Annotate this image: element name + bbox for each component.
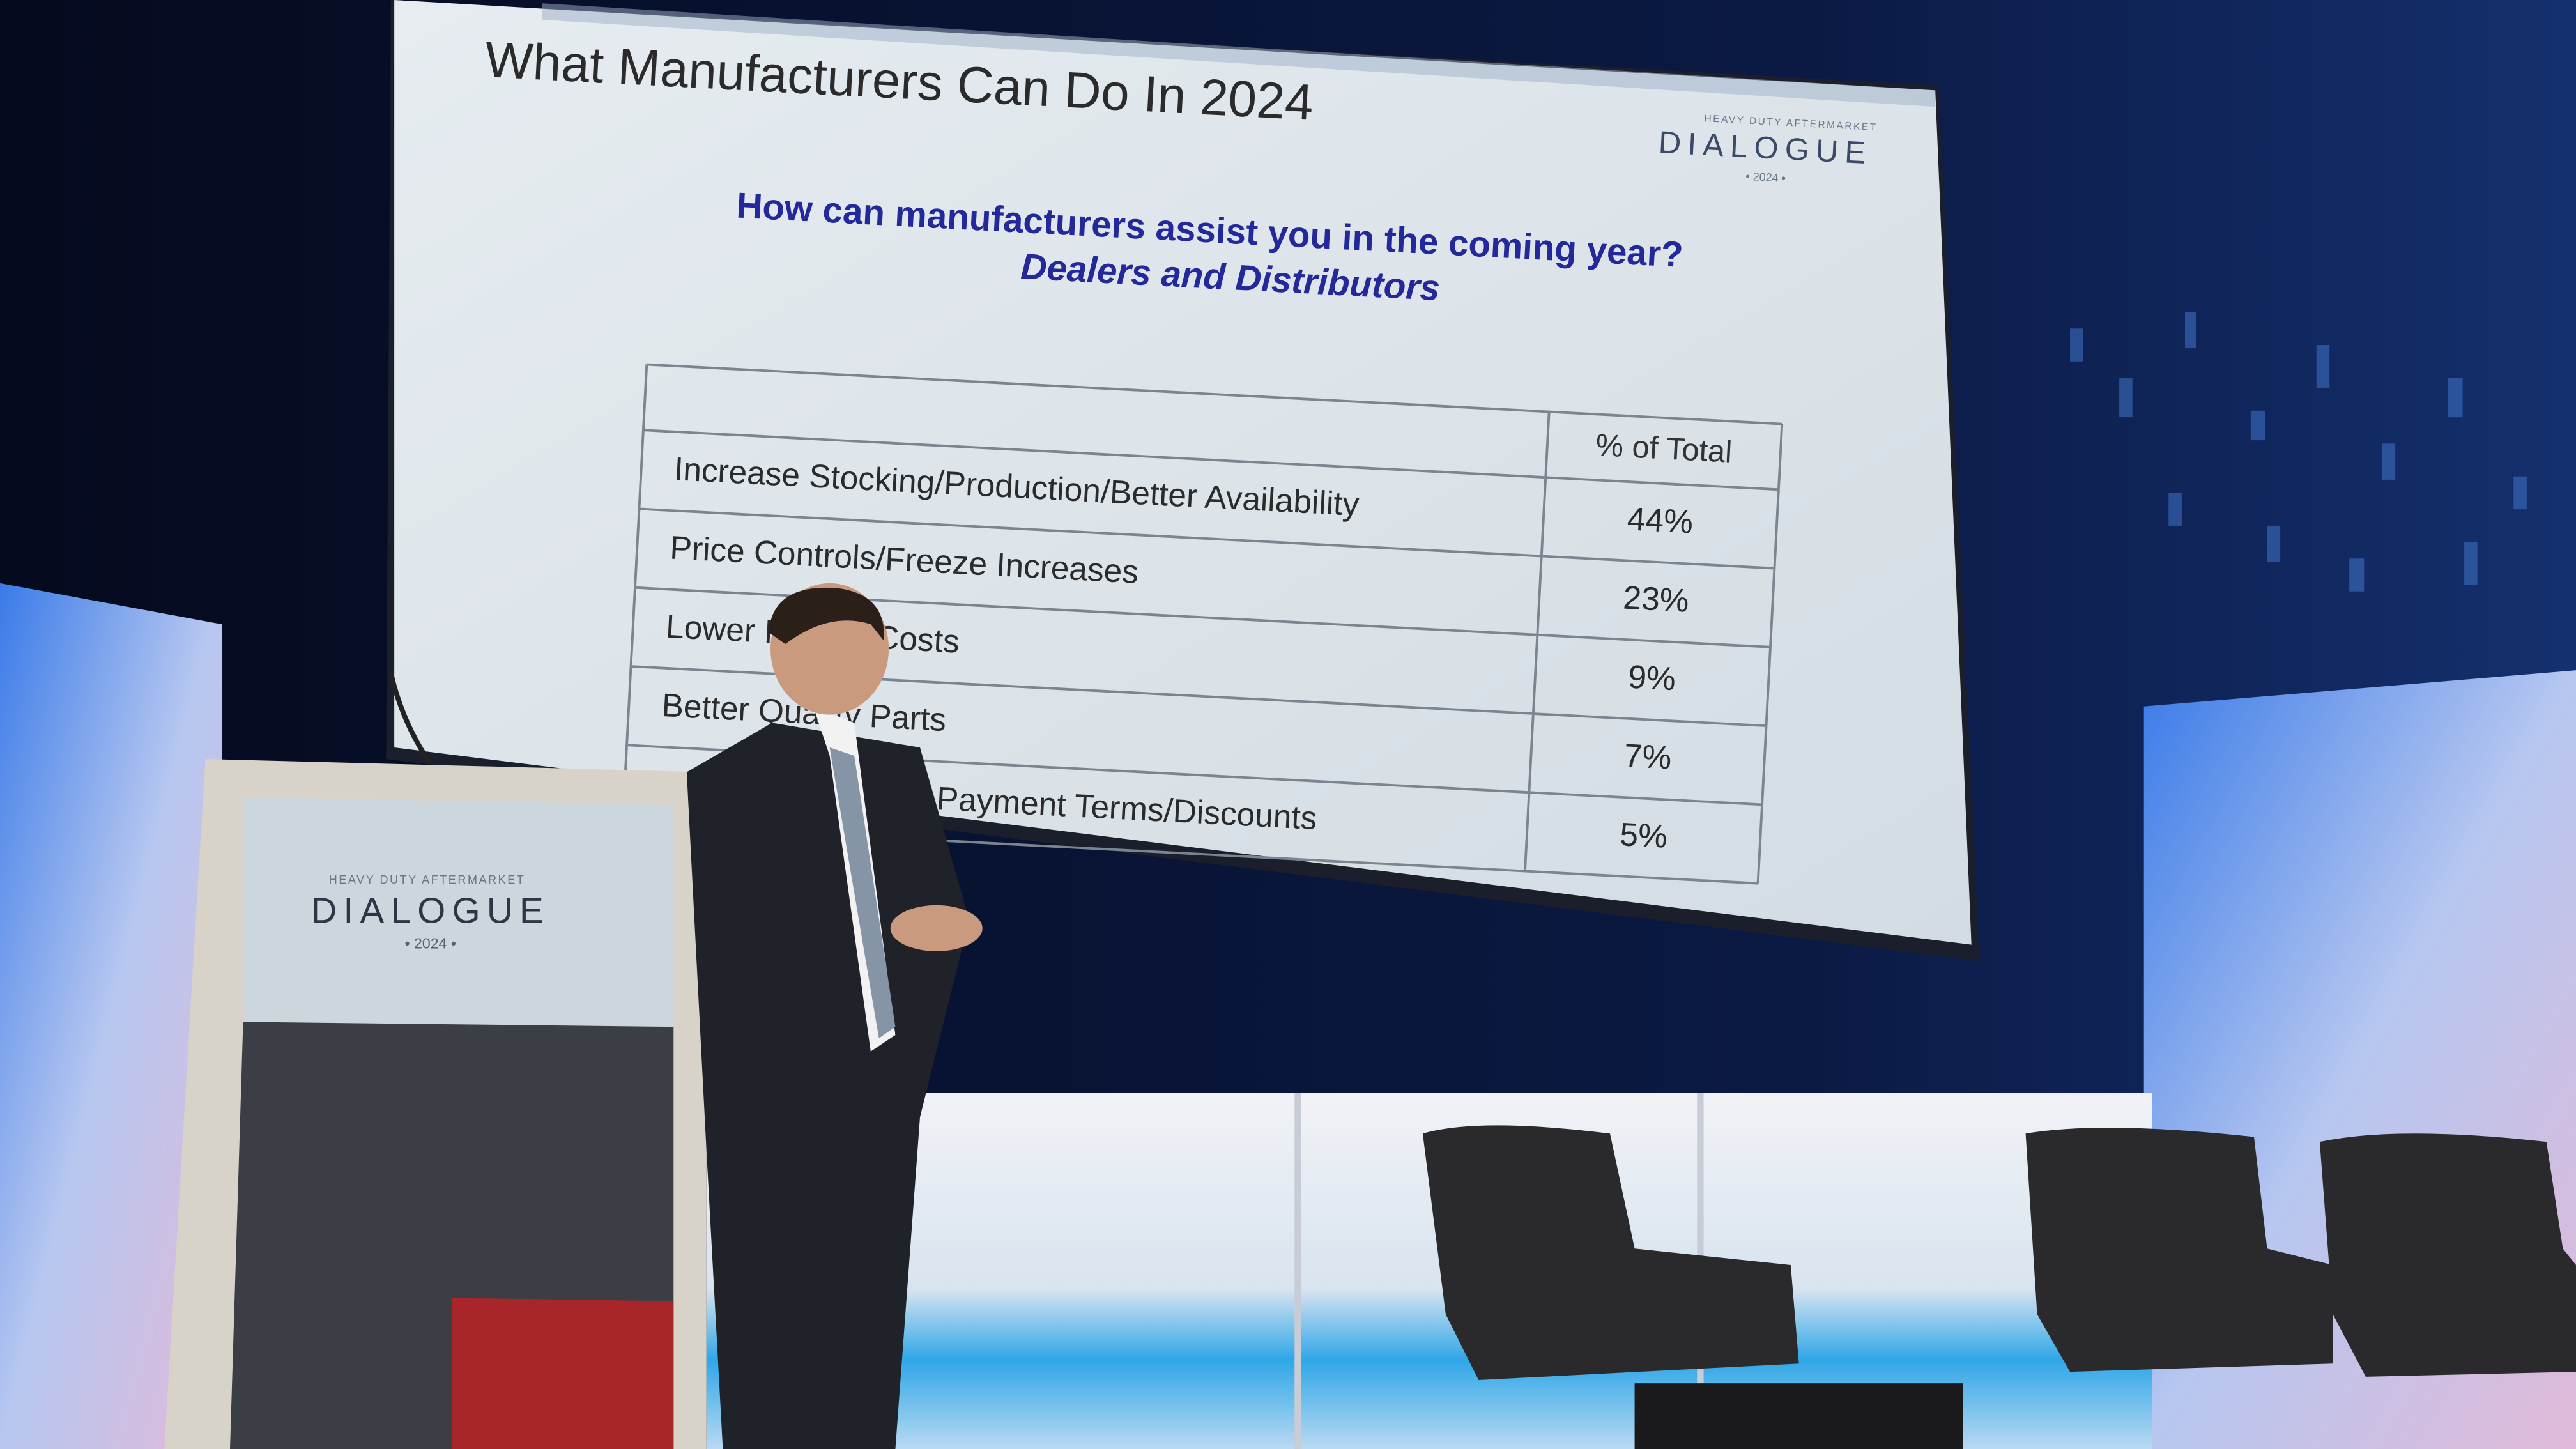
table-line <box>1524 411 1551 871</box>
left-panel <box>0 583 222 1449</box>
row-percent: 9% <box>1627 658 1676 698</box>
speaker <box>686 583 983 1449</box>
table-line <box>621 364 648 824</box>
table-header: % of Total <box>1595 428 1733 470</box>
podium-year: • 2024 • <box>404 935 456 952</box>
chairs <box>1422 1125 2576 1449</box>
row-percent: 5% <box>1619 815 1668 855</box>
table-line <box>643 429 1779 491</box>
table-line <box>1756 424 1784 884</box>
table-line <box>639 507 1775 570</box>
microphone <box>388 673 433 765</box>
podium-tagline: HEAVY DUTY AFTERMARKET <box>329 873 526 886</box>
slide-rule <box>542 3 1936 107</box>
screen <box>394 0 1972 945</box>
row-percent: 23% <box>1622 579 1690 619</box>
podium-name: DIALOGUE <box>310 891 550 931</box>
row-percent: 7% <box>1623 737 1673 776</box>
logo-year: • 2024 • <box>1745 170 1786 185</box>
table-line <box>647 363 1782 425</box>
podium: HEAVY DUTY AFTERMARKET DIALOGUE • 2024 • <box>164 759 707 1449</box>
curtain-lights <box>2070 312 2527 592</box>
row-percent: 44% <box>1627 500 1694 540</box>
